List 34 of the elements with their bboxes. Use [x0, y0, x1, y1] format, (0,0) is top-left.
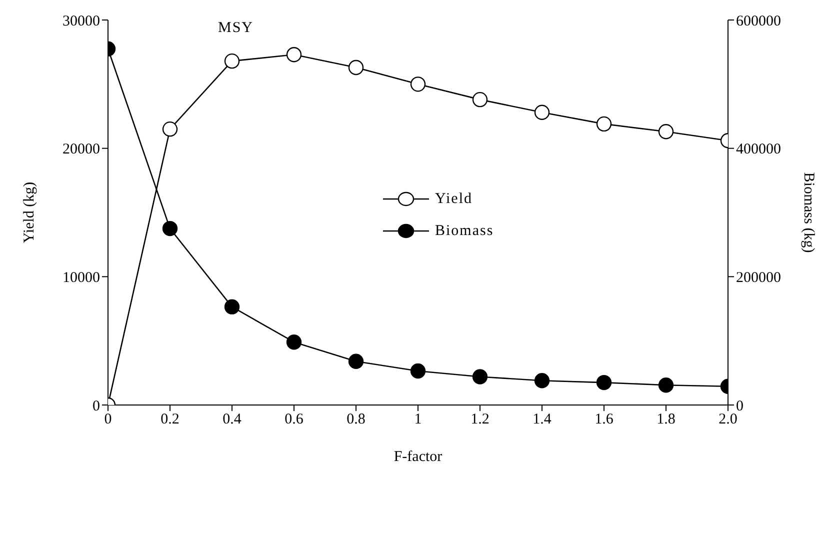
- y-axis-title: Yield (kg): [21, 182, 38, 244]
- y-tick-label: 10000: [62, 270, 100, 286]
- point: [658, 378, 674, 393]
- point: [596, 374, 612, 390]
- x-tick-label: 2.0: [718, 412, 738, 428]
- y-tick-label: 20000: [62, 142, 100, 158]
- y2-tick-label: 0: [736, 398, 744, 414]
- x-tick-label: 1.2: [470, 412, 490, 428]
- point: [162, 220, 178, 236]
- legend-label: Biomass: [435, 222, 494, 240]
- x-axis-title: F-factor: [394, 449, 442, 465]
- x-tick-label: 1.4: [532, 412, 552, 428]
- x-tick-label: 0: [104, 412, 112, 428]
- legend-label: Yield: [435, 190, 472, 208]
- point: [224, 299, 240, 314]
- y2-tick-label: 600000: [736, 13, 781, 30]
- y2-axis-title: Biomass (kg): [800, 172, 817, 253]
- x-tick-label: 0.4: [222, 412, 242, 428]
- point: [534, 373, 550, 388]
- annotation: MSY: [218, 20, 254, 37]
- x-tick-label: 1.8: [656, 412, 676, 428]
- point: [286, 334, 302, 350]
- point: [348, 354, 364, 369]
- y-tick-label: 30000: [62, 13, 100, 30]
- y2-tick-label: 400000: [736, 142, 781, 158]
- x-tick-label: 0.6: [284, 412, 304, 428]
- x-tick-label: 0.2: [160, 412, 180, 428]
- x-tick-label: 1.6: [594, 412, 614, 428]
- point: [410, 363, 426, 379]
- x-tick-label: 0.8: [346, 412, 366, 428]
- y-tick-label: 0: [92, 398, 100, 414]
- x-tick-label: 1: [414, 412, 422, 428]
- point: [472, 369, 488, 384]
- y2-tick-label: 200000: [736, 270, 781, 286]
